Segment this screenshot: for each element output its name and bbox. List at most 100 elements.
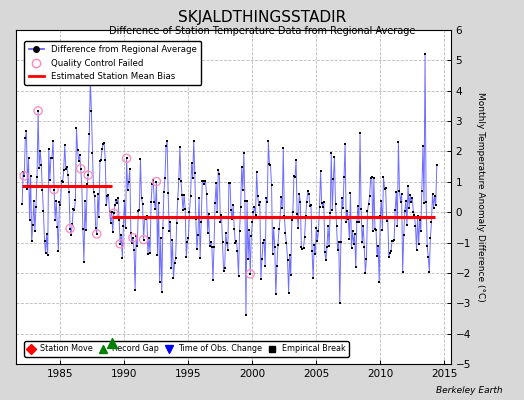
Point — [238, 186, 247, 193]
Point — [33, 174, 41, 180]
Point — [86, 76, 94, 82]
Point — [193, 246, 201, 252]
Point — [177, 177, 185, 184]
Point — [396, 198, 405, 205]
Point — [253, 169, 261, 175]
Point — [410, 212, 419, 218]
Point — [216, 219, 225, 225]
Point — [234, 273, 243, 279]
Point — [151, 206, 159, 212]
Point — [356, 130, 364, 136]
Point — [421, 51, 429, 58]
Point — [247, 232, 256, 239]
Point — [116, 240, 124, 247]
Point — [163, 138, 171, 144]
Point — [264, 138, 272, 144]
Point — [399, 232, 408, 239]
Point — [34, 108, 42, 114]
Point — [391, 206, 399, 213]
Point — [85, 130, 93, 137]
Point — [45, 146, 53, 152]
Point — [66, 225, 74, 232]
Point — [210, 244, 218, 250]
Point — [329, 176, 337, 182]
Point — [57, 177, 66, 184]
Point — [144, 250, 152, 257]
Point — [241, 198, 249, 204]
Point — [324, 223, 332, 229]
Point — [24, 154, 32, 161]
Point — [194, 232, 202, 238]
Point — [138, 201, 147, 207]
Point — [346, 190, 355, 196]
Point — [108, 229, 117, 236]
Point — [257, 276, 265, 282]
Point — [81, 198, 89, 204]
Point — [113, 200, 121, 206]
Point — [290, 172, 298, 179]
Point — [425, 268, 433, 275]
Point — [167, 265, 176, 271]
Point — [191, 170, 199, 177]
Point — [326, 210, 334, 216]
Point — [314, 228, 323, 234]
Point — [35, 165, 43, 171]
Point — [200, 180, 209, 187]
Point — [201, 177, 210, 184]
Point — [20, 173, 28, 179]
Point — [95, 213, 103, 220]
Point — [21, 135, 29, 142]
Point — [285, 289, 293, 296]
Point — [196, 255, 204, 262]
Point — [260, 236, 268, 243]
Point — [245, 227, 254, 234]
Point — [189, 175, 197, 181]
Point — [64, 171, 72, 178]
Point — [341, 140, 350, 147]
Point — [364, 201, 373, 207]
Point — [70, 207, 79, 213]
Point — [339, 204, 347, 211]
Point — [61, 142, 69, 149]
Point — [31, 228, 39, 235]
Point — [280, 213, 289, 220]
Point — [98, 146, 106, 152]
Point — [184, 235, 193, 241]
Point — [295, 191, 303, 197]
Point — [392, 189, 400, 195]
Point — [355, 218, 363, 225]
Point — [291, 174, 299, 180]
Point — [248, 219, 257, 225]
Point — [129, 234, 137, 241]
Point — [332, 223, 341, 229]
Point — [205, 243, 214, 250]
Point — [351, 231, 359, 237]
Point — [226, 180, 234, 186]
Point — [304, 191, 313, 198]
Point — [161, 175, 169, 181]
Point — [416, 216, 424, 223]
Point — [393, 222, 401, 229]
Point — [75, 151, 84, 158]
Point — [103, 193, 112, 200]
Point — [164, 190, 172, 196]
Point — [232, 238, 241, 244]
Point — [141, 216, 150, 222]
Point — [23, 186, 31, 192]
Point — [370, 175, 378, 182]
Point — [350, 240, 358, 247]
Point — [112, 197, 120, 203]
Point — [354, 203, 362, 209]
Point — [65, 189, 73, 195]
Point — [328, 207, 336, 213]
Point — [68, 221, 77, 228]
Point — [384, 214, 392, 221]
Point — [230, 226, 238, 232]
Point — [156, 278, 164, 285]
Point — [297, 244, 305, 250]
Point — [171, 255, 180, 262]
Point — [375, 279, 384, 286]
Point — [110, 210, 118, 216]
Point — [150, 199, 158, 206]
Point — [126, 166, 134, 172]
